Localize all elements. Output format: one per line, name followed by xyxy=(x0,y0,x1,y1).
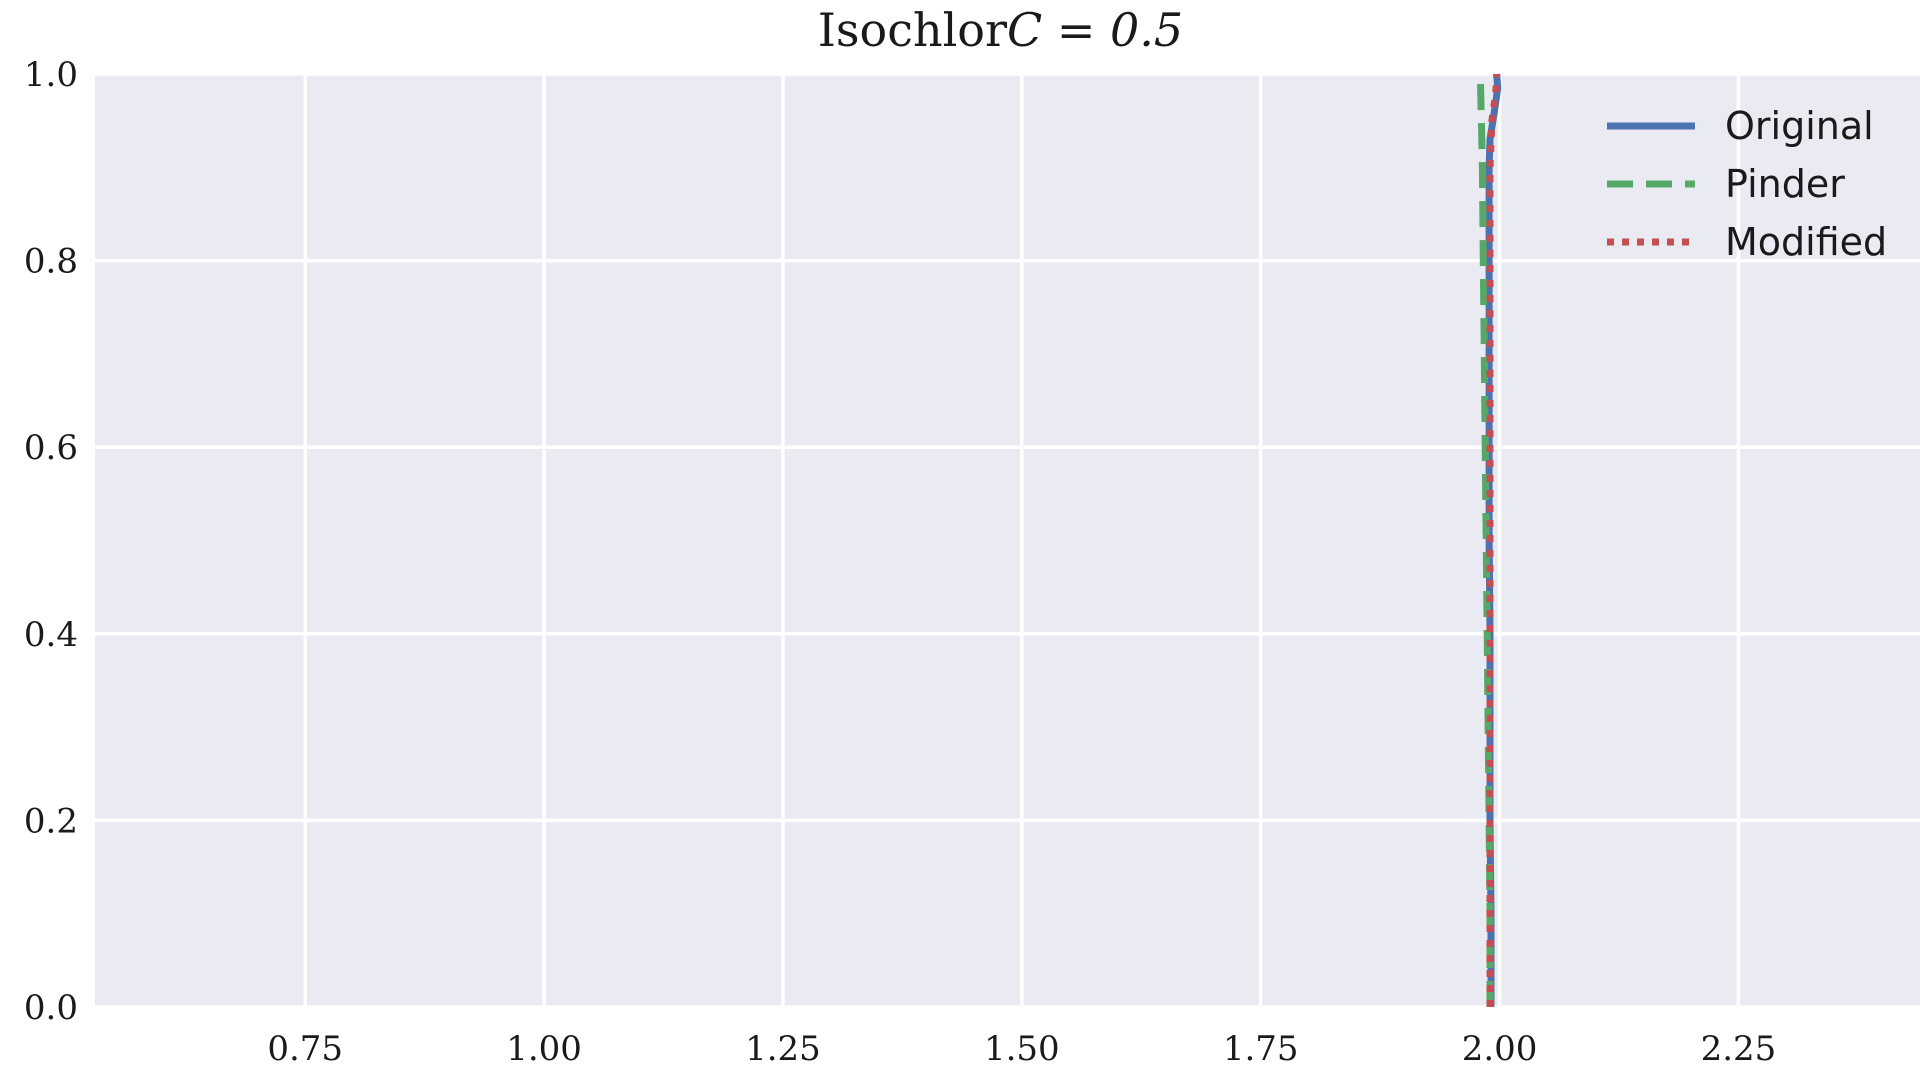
legend: Original Pinder Modified xyxy=(1607,104,1887,264)
plot-background xyxy=(95,74,1920,1007)
title-variable: C = 0.5 xyxy=(1007,3,1183,57)
y-tick-label: 0.2 xyxy=(24,801,78,841)
y-tick-label: 0.6 xyxy=(24,428,78,468)
x-tick-label: 0.75 xyxy=(267,1029,343,1069)
y-tick-label: 0.0 xyxy=(24,988,78,1028)
grid-lines xyxy=(95,72,1920,1009)
x-tick-label: 1.00 xyxy=(506,1029,582,1069)
tick-labels: 0.75 1.00 1.25 1.50 1.75 2.00 2.25 0.0 0.2 0.4 0.6… xyxy=(24,55,1776,1069)
x-tick-label: 1.75 xyxy=(1223,1029,1299,1069)
y-tick-label: 0.8 xyxy=(24,242,78,282)
x-tick-label: 1.50 xyxy=(984,1029,1060,1069)
y-tick-label: 1.0 xyxy=(24,55,78,95)
chart-title: Isochlor C = 0.5 xyxy=(818,3,1183,57)
x-tick-label: 1.25 xyxy=(745,1029,821,1069)
y-tick-label: 0.4 xyxy=(24,615,78,655)
series-line-modified xyxy=(1486,73,1501,1007)
x-tick-label: 2.25 xyxy=(1701,1029,1777,1069)
legend-label-pinder: Pinder xyxy=(1725,162,1845,206)
legend-label-modified: Modified xyxy=(1725,220,1887,264)
legend-label-original: Original xyxy=(1725,104,1874,148)
series-lines xyxy=(1477,73,1502,1007)
x-tick-label: 2.00 xyxy=(1462,1029,1538,1069)
title-label: Isochlor xyxy=(818,3,1007,57)
